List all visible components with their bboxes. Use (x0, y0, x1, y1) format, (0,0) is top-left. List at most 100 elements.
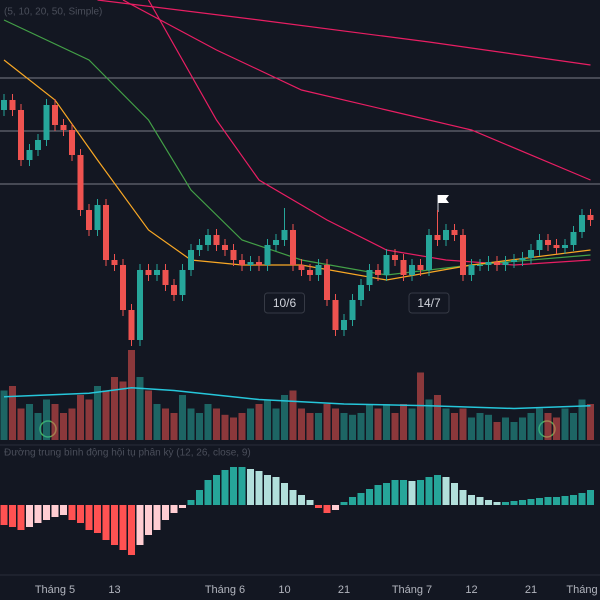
candle-body (137, 270, 143, 340)
macd-bar (510, 501, 518, 505)
candle-body (145, 270, 152, 275)
volume-bar (281, 395, 288, 440)
candle-body (511, 260, 517, 262)
macd-bar (9, 505, 16, 527)
volume-bar (136, 377, 144, 440)
volume-bar (179, 395, 186, 440)
candle-body (417, 265, 424, 270)
macd-bar (451, 483, 458, 505)
volume-bar (357, 413, 365, 440)
x-tick-label: Tháng (566, 584, 597, 596)
candle-body (434, 235, 441, 240)
candle-body (562, 245, 568, 248)
volume-ma-line (3, 387, 591, 410)
candle-body (409, 265, 415, 275)
volume-bar (527, 413, 535, 440)
volume-bar (9, 386, 16, 440)
macd-bar (111, 505, 118, 545)
candle-body (162, 270, 169, 285)
macd-bar (434, 475, 441, 505)
macd-bar (417, 480, 424, 505)
volume-bar (493, 422, 501, 440)
candle-body (587, 215, 594, 220)
candle-body (426, 235, 432, 270)
macd-bar (162, 505, 169, 520)
macd-bar (102, 505, 110, 540)
candle-body (570, 232, 577, 245)
macd-bar (204, 480, 212, 505)
volume-bar (238, 413, 246, 440)
volume-bar (587, 404, 594, 440)
volume-bar (77, 395, 84, 440)
macd-bar (408, 481, 416, 505)
volume-bar (459, 408, 467, 440)
x-tick-label: 10 (278, 584, 290, 596)
candle-body (35, 140, 41, 150)
volume-bar (85, 399, 93, 440)
volume-bar (536, 408, 543, 440)
macd-bar (153, 505, 161, 530)
candle-body (128, 310, 135, 340)
candle-body (545, 240, 551, 245)
macd-bar (238, 467, 246, 505)
macd-bar (85, 505, 93, 530)
candle-body (579, 215, 585, 232)
macd-bar (255, 471, 263, 505)
candle-body (86, 210, 92, 230)
macd-bar (323, 505, 331, 513)
macd-bar (51, 505, 59, 517)
volume-bar (34, 413, 42, 440)
volume-bar (561, 408, 569, 440)
volume-bar (374, 408, 382, 440)
macd-bar (349, 497, 356, 505)
volume-bar (425, 399, 433, 440)
moving-average-line (3, 19, 591, 276)
candle-body (154, 270, 160, 275)
macd-bar (485, 500, 492, 505)
volume-bar (366, 404, 373, 440)
candle-body (60, 125, 67, 130)
volume-bar (510, 422, 518, 440)
macd-bar (332, 505, 339, 510)
candle-body (307, 270, 313, 275)
macd-bar (94, 505, 101, 533)
candle-body (485, 262, 492, 265)
macd-bar (587, 490, 594, 505)
volume-bar (60, 413, 67, 440)
macd-bar (570, 495, 577, 505)
volume-bar (578, 399, 586, 440)
volume-bar (111, 377, 118, 440)
volume-bar (476, 413, 484, 440)
annotation-box (264, 292, 305, 314)
macd-bar (374, 485, 382, 505)
candle-body (315, 265, 322, 275)
volume-bar (323, 404, 331, 440)
candle-body (349, 300, 356, 320)
volume-bar (196, 413, 203, 440)
candle-body (494, 262, 500, 265)
macd-legend: Đường trung bình động hội tụ phân kỳ (12… (4, 448, 251, 459)
candle-body (222, 245, 228, 250)
volume-bar (264, 399, 271, 440)
macd-bar (561, 496, 569, 505)
x-tick-label: 13 (108, 584, 120, 596)
volume-bar (383, 404, 390, 440)
candle-body (205, 235, 211, 245)
candle-body (77, 155, 84, 210)
macd-bar (340, 502, 348, 505)
candle-body (52, 105, 58, 125)
candle-body (196, 245, 203, 250)
macd-bar (60, 505, 67, 515)
volume-bar (570, 413, 577, 440)
candle-body (290, 230, 296, 265)
candle-body (358, 285, 364, 300)
macd-bar (119, 505, 127, 550)
macd-bar (196, 490, 203, 505)
volume-bar (153, 404, 161, 440)
candle-body (383, 255, 390, 275)
candle-body (502, 262, 509, 265)
volume-bar (289, 390, 297, 440)
annotation-label: 14/7 (417, 296, 441, 310)
macd-bar (221, 470, 229, 505)
candle-body (536, 240, 543, 250)
